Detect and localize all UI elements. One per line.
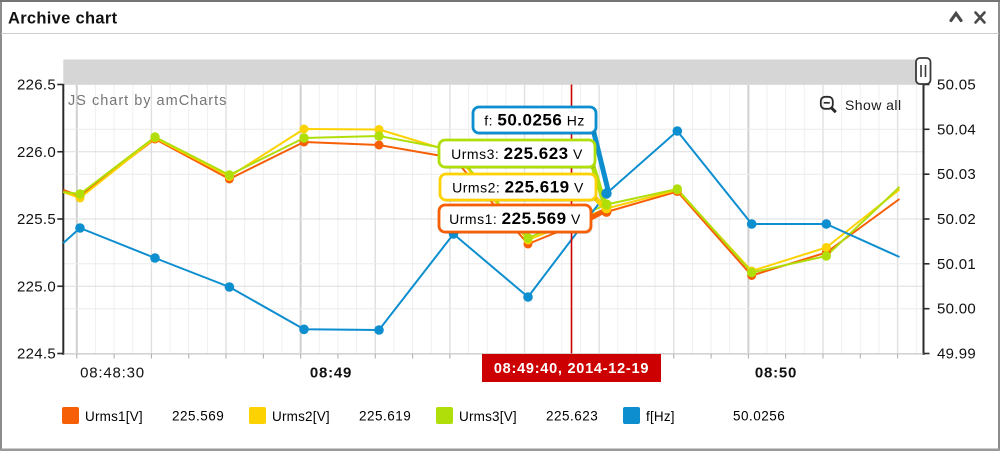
svg-text:50.03: 50.03 — [937, 166, 976, 183]
svg-text:225.569: 225.569 — [172, 409, 224, 424]
svg-text:50.01: 50.01 — [937, 256, 976, 273]
svg-text:f[Hz]: f[Hz] — [646, 409, 675, 424]
svg-text:08:49: 08:49 — [310, 365, 352, 382]
svg-text:225.0: 225.0 — [17, 278, 56, 295]
svg-text:225.623: 225.623 — [546, 409, 598, 424]
svg-text:Show all: Show all — [845, 97, 902, 113]
svg-text:08:49:40, 2014-12-19: 08:49:40, 2014-12-19 — [494, 361, 649, 377]
svg-text:224.5: 224.5 — [17, 346, 56, 363]
svg-text:Urms1[V]: Urms1[V] — [85, 409, 143, 424]
svg-text:JS chart by amCharts: JS chart by amCharts — [68, 93, 227, 109]
svg-text:226.5: 226.5 — [17, 77, 56, 94]
svg-text:08:50: 08:50 — [755, 365, 797, 382]
svg-text:50.02: 50.02 — [937, 211, 976, 228]
svg-text:Archive chart: Archive chart — [8, 10, 118, 28]
svg-text:Urms1: 225.569 V: Urms1: 225.569 V — [449, 209, 581, 228]
svg-text:50.05: 50.05 — [937, 77, 976, 94]
svg-text:Urms3[V]: Urms3[V] — [459, 409, 517, 424]
svg-text:225.619: 225.619 — [359, 409, 411, 424]
svg-text:Urms2[V]: Urms2[V] — [272, 409, 330, 424]
svg-text:f: 50.0256 Hz: f: 50.0256 Hz — [484, 111, 585, 130]
svg-text:226.0: 226.0 — [17, 144, 56, 161]
svg-text:50.00: 50.00 — [937, 301, 976, 318]
svg-text:225.5: 225.5 — [17, 211, 56, 228]
svg-text:50.0256: 50.0256 — [733, 409, 785, 424]
svg-text:49.99: 49.99 — [937, 346, 976, 363]
svg-text:Urms3: 225.623 V: Urms3: 225.623 V — [451, 144, 583, 163]
svg-text:Urms2: 225.619 V: Urms2: 225.619 V — [452, 178, 584, 197]
svg-text:08:48:30: 08:48:30 — [80, 365, 145, 382]
svg-text:50.04: 50.04 — [937, 121, 976, 138]
